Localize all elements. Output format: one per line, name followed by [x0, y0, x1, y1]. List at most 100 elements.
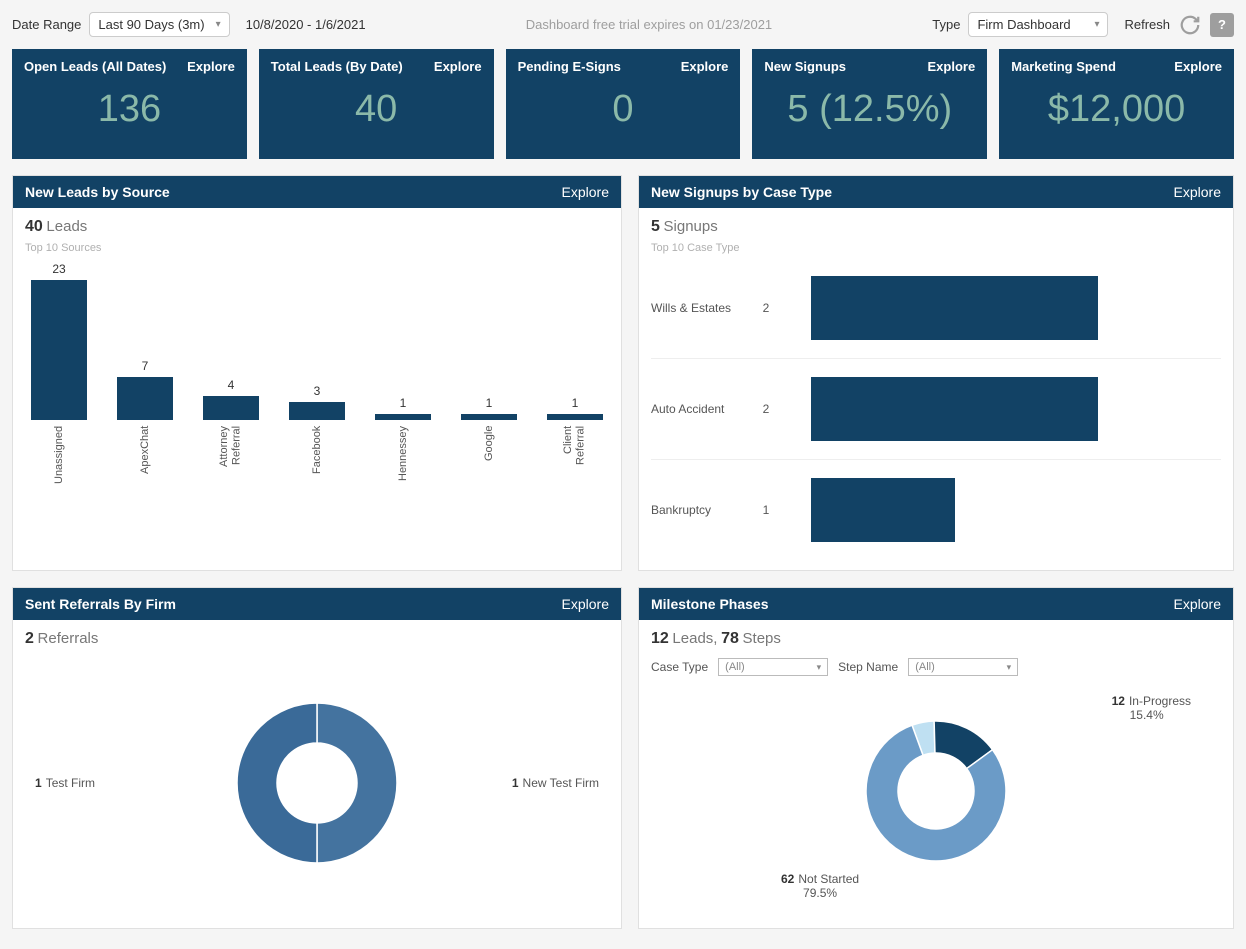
hbar-bar: [811, 276, 1098, 340]
panel-title: Sent Referrals By Firm: [25, 596, 176, 612]
bar: [203, 396, 259, 420]
leads-bar-chart: 23Unassigned7ApexChat4Attorney Referral3…: [25, 268, 609, 488]
bar: [547, 414, 603, 420]
donut-label-left: 1Test Firm: [35, 776, 95, 790]
card-value: 40: [271, 74, 482, 145]
card-title: Pending E-Signs: [518, 59, 621, 74]
hbar-bar: [811, 377, 1098, 441]
card-title: New Signups: [764, 59, 846, 74]
topbar: Date Range Last 90 Days (3m) 10/8/2020 -…: [12, 12, 1234, 37]
bar-value: 1: [400, 396, 407, 410]
leads-subtitle: Top 10 Sources: [25, 242, 609, 254]
bar-column: 23 Unassigned: [29, 262, 89, 488]
explore-link[interactable]: Explore: [681, 59, 729, 74]
donut-label-inprogress: 12In-Progress 15.4%: [1112, 694, 1191, 722]
signups-count-label: Signups: [664, 218, 718, 235]
card-head: New Signups Explore: [764, 59, 975, 74]
panel-title: Milestone Phases: [651, 596, 769, 612]
explore-link[interactable]: Explore: [1174, 596, 1221, 612]
panel-referrals: Sent Referrals By Firm Explore 2 Referra…: [12, 587, 622, 929]
bar: [461, 414, 517, 420]
panel-signups-by-case: New Signups by Case Type Explore 5 Signu…: [638, 175, 1234, 571]
milestone-leads-count: 12: [651, 630, 669, 647]
donut-label-right: 1New Test Firm: [512, 776, 599, 790]
hbar-row: Auto Accident2: [651, 358, 1221, 459]
bar-label: Facebook: [311, 426, 324, 488]
type-label: Type: [932, 17, 960, 32]
date-range-select[interactable]: Last 90 Days (3m): [89, 12, 229, 37]
hbar-label: Bankruptcy: [651, 503, 751, 517]
bar: [375, 414, 431, 420]
hbar-track: [781, 276, 1221, 340]
explore-link[interactable]: Explore: [562, 184, 609, 200]
refresh-icon[interactable]: [1178, 13, 1202, 37]
leads-count-label: Leads: [46, 218, 87, 235]
donut-label-notstarted: 62Not Started 79.5%: [781, 872, 859, 900]
metric-card: Open Leads (All Dates) Explore136: [12, 49, 247, 159]
panel-title: New Signups by Case Type: [651, 184, 832, 200]
hbar-track: [781, 377, 1221, 441]
case-type-select[interactable]: (All): [718, 658, 828, 676]
card-head: Total Leads (By Date) Explore: [271, 59, 482, 74]
bar-value: 23: [52, 262, 65, 276]
metric-card: Total Leads (By Date) Explore40: [259, 49, 494, 159]
type-select[interactable]: Firm Dashboard: [968, 12, 1108, 37]
step-name-label: Step Name: [838, 660, 898, 674]
hbar-value: 2: [751, 402, 781, 416]
signups-subtitle: Top 10 Case Type: [651, 242, 1221, 254]
refresh-label: Refresh: [1124, 17, 1170, 32]
bar-label: Client Referral: [562, 426, 587, 488]
bar-column: 3 Facebook: [287, 384, 347, 488]
milestone-leads-label: Leads,: [672, 630, 717, 647]
explore-link[interactable]: Explore: [1174, 184, 1221, 200]
metric-card: Pending E-SignsExplore0: [506, 49, 741, 159]
metric-card: New Signups Explore5 (12.5%): [752, 49, 987, 159]
card-title: Open Leads (All Dates): [24, 59, 166, 74]
milestone-filters: Case Type (All) Step Name (All): [651, 658, 1221, 676]
date-range-label: Date Range: [12, 17, 81, 32]
milestone-steps-count: 78: [721, 630, 739, 647]
card-head: Marketing Spend Explore: [1011, 59, 1222, 74]
hbar-label: Auto Accident: [651, 402, 751, 416]
signups-hbar-list: Wills & Estates2Auto Accident2Bankruptcy…: [651, 258, 1221, 560]
explore-link[interactable]: Explore: [562, 596, 609, 612]
referrals-count-label: Referrals: [38, 630, 99, 647]
card-value: 136: [24, 74, 235, 145]
panel-header: Milestone Phases Explore: [639, 588, 1233, 620]
explore-link[interactable]: Explore: [434, 59, 482, 74]
hbar-row: Bankruptcy1: [651, 459, 1221, 560]
step-name-select[interactable]: (All): [908, 658, 1018, 676]
donut-slice: [317, 703, 397, 863]
bar-value: 4: [228, 378, 235, 392]
card-head: Open Leads (All Dates) Explore: [24, 59, 235, 74]
panel-leads-by-source: New Leads by Source Explore 40 Leads Top…: [12, 175, 622, 571]
metric-cards-row: Open Leads (All Dates)Explore136Total Le…: [12, 49, 1234, 159]
bar-label: Unassigned: [53, 426, 66, 488]
bar-label: Attorney Referral: [218, 426, 243, 488]
card-head: Pending E-Signs Explore: [518, 59, 729, 74]
bar: [289, 402, 345, 420]
bar: [117, 377, 173, 420]
metric-card: Marketing SpendExplore$12,000: [999, 49, 1234, 159]
referrals-count: 2: [25, 630, 34, 647]
hbar-bar: [811, 478, 955, 542]
bar-column: 1Google: [459, 396, 519, 488]
type-value: Firm Dashboard: [977, 17, 1070, 32]
help-icon[interactable]: ?: [1210, 13, 1234, 37]
card-title: Marketing Spend: [1011, 59, 1116, 74]
leads-count: 40: [25, 218, 43, 235]
bar-column: 7ApexChat: [115, 359, 175, 488]
bar-label: Hennessey: [397, 426, 410, 488]
milestones-donut: 12In-Progress 15.4% 62Not Started 79.5%: [651, 676, 1221, 906]
explore-link[interactable]: Explore: [1174, 59, 1222, 74]
card-value: 5 (12.5%): [764, 74, 975, 145]
case-type-label: Case Type: [651, 660, 708, 674]
donut-slice: [237, 703, 317, 863]
explore-link[interactable]: Explore: [187, 59, 235, 74]
card-title: Total Leads (By Date): [271, 59, 403, 74]
bar-value: 3: [314, 384, 321, 398]
hbar-track: [781, 478, 1221, 542]
panel-summary: 12 Leads, 78 Steps: [651, 630, 1221, 648]
milestone-steps-label: Steps: [743, 630, 781, 647]
explore-link[interactable]: Explore: [928, 59, 976, 74]
